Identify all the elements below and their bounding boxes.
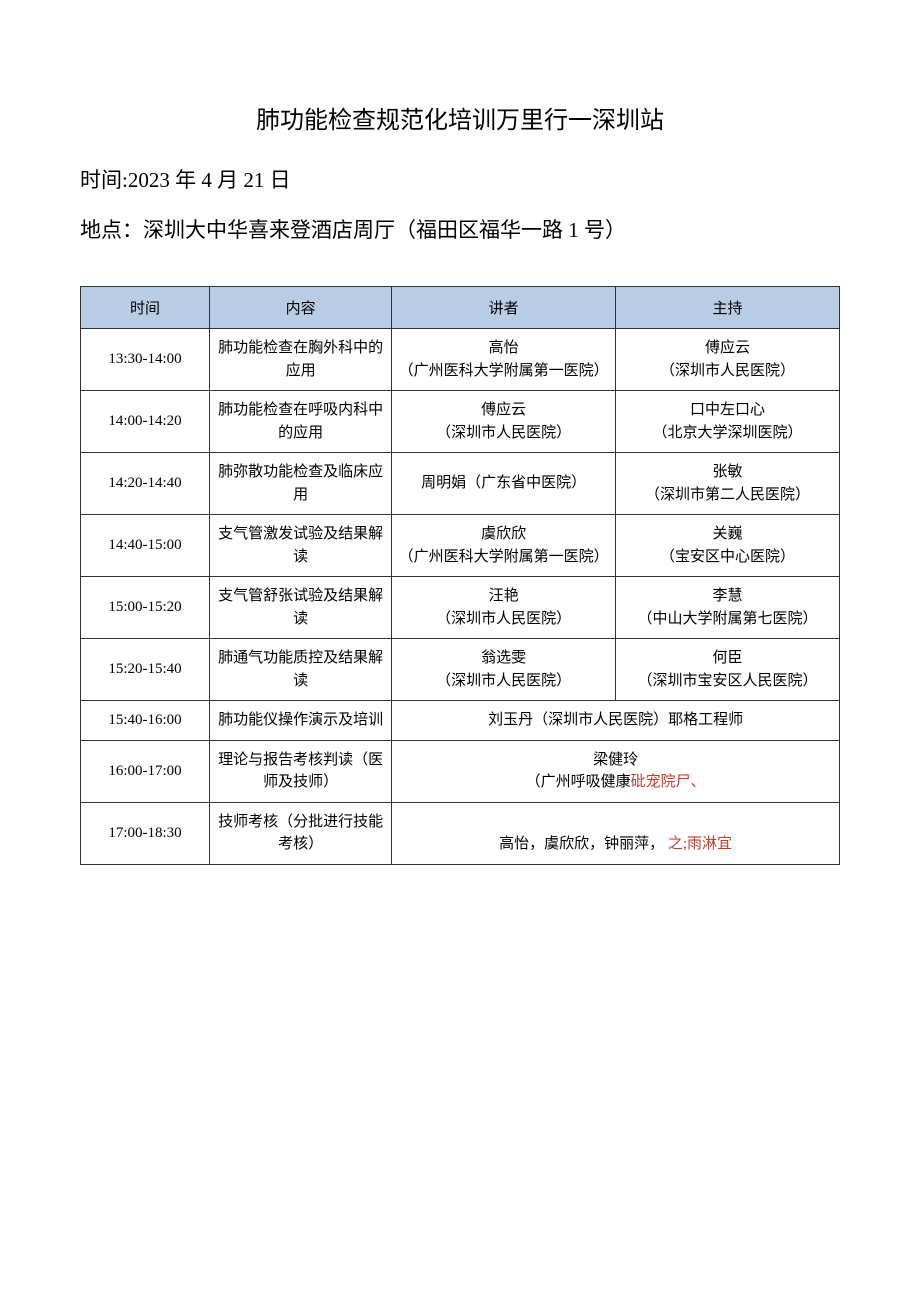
cell-host: 傅应云（深圳市人民医院） [616,329,840,391]
table-row: 15:00-15:20 支气管舒张试验及结果解读 汪艳（深圳市人民医院） 李慧（… [81,577,840,639]
cell-host: 口中左口心（北京大学深圳医院） [616,391,840,453]
cell-time: 14:00-14:20 [81,391,210,453]
table-row: 14:40-15:00 支气管激发试验及结果解读 虞欣欣（广州医科大学附属第一医… [81,515,840,577]
cell-speaker: 傅应云（深圳市人民医院） [392,391,616,453]
table-header-row: 时间 内容 讲者 主持 [81,287,840,329]
cell-time: 15:20-15:40 [81,639,210,701]
cell-time: 15:00-15:20 [81,577,210,639]
cell-merged: 刘玉丹（深圳市人民医院）耶格工程师 [392,701,840,741]
cell-speaker: 汪艳（深圳市人民医院） [392,577,616,639]
cell-time: 16:00-17:00 [81,740,210,802]
cell-host: 张敏（深圳市第二人民医院） [616,453,840,515]
table-row: 15:20-15:40 肺通气功能质控及结果解读 翁选雯（深圳市人民医院） 何臣… [81,639,840,701]
cell-time: 14:20-14:40 [81,453,210,515]
cell-content: 支气管激发试验及结果解读 [210,515,392,577]
schedule-table: 时间 内容 讲者 主持 13:30-14:00 肺功能检查在胸外科中的应用 高怡… [80,286,840,865]
cell-host: 何臣（深圳市宝安区人民医院） [616,639,840,701]
table-row: 17:00-18:30 技师考核（分批进行技能考核） 高怡，虞欣欣，钟丽萍， 之… [81,802,840,864]
cell-host: 关巍（宝安区中心医院） [616,515,840,577]
header-host: 主持 [616,287,840,329]
cell-speaker: 虞欣欣（广州医科大学附属第一医院） [392,515,616,577]
cell-content: 肺功能检查在呼吸内科中的应用 [210,391,392,453]
cell-content: 理论与报告考核判读（医师及技师） [210,740,392,802]
cell-content: 肺通气功能质控及结果解读 [210,639,392,701]
date-label: 时间: [80,168,128,192]
table-row: 16:00-17:00 理论与报告考核判读（医师及技师） 梁健玲（广州呼吸健康砒… [81,740,840,802]
table-row: 15:40-16:00 肺功能仪操作演示及培训 刘玉丹（深圳市人民医院）耶格工程… [81,701,840,741]
cell-merged: 高怡，虞欣欣，钟丽萍， 之;雨淋宜 [392,802,840,864]
merged-red: 砒宠院尸、 [631,774,706,790]
cell-content: 支气管舒张试验及结果解读 [210,577,392,639]
cell-content: 肺功能检查在胸外科中的应用 [210,329,392,391]
cell-time: 14:40-15:00 [81,515,210,577]
cell-speaker: 高怡（广州医科大学附属第一医院） [392,329,616,391]
cell-time: 17:00-18:30 [81,802,210,864]
cell-host: 李慧（中山大学附属第七医院） [616,577,840,639]
cell-merged: 梁健玲（广州呼吸健康砒宠院尸、 [392,740,840,802]
location-label: 地点： [80,218,143,242]
cell-content: 技师考核（分批进行技能考核） [210,802,392,864]
merged-red: 之;雨淋宜 [668,836,732,852]
header-speaker: 讲者 [392,287,616,329]
merged-plain: 高怡，虞欣欣，钟丽萍， [499,836,668,852]
cell-time: 15:40-16:00 [81,701,210,741]
date-value: 2023 年 4 月 21 日 [128,168,291,192]
location-value: 深圳大中华喜来登酒店周厅（福田区福华一路 1 号） [143,218,626,242]
table-row: 14:00-14:20 肺功能检查在呼吸内科中的应用 傅应云（深圳市人民医院） … [81,391,840,453]
date-line: 时间:2023 年 4 月 21 日 [80,165,840,197]
page-title: 肺功能检查规范化培训万里行一深圳站 [80,100,840,135]
cell-speaker: 周明娟（广东省中医院） [392,453,616,515]
merged-plain: 梁健玲（广州呼吸健康 [526,752,639,791]
cell-content: 肺弥散功能检查及临床应用 [210,453,392,515]
location-line: 地点：深圳大中华喜来登酒店周厅（福田区福华一路 1 号） [80,215,840,247]
cell-content: 肺功能仪操作演示及培训 [210,701,392,741]
table-row: 13:30-14:00 肺功能检查在胸外科中的应用 高怡（广州医科大学附属第一医… [81,329,840,391]
header-time: 时间 [81,287,210,329]
cell-time: 13:30-14:00 [81,329,210,391]
header-content: 内容 [210,287,392,329]
table-row: 14:20-14:40 肺弥散功能检查及临床应用 周明娟（广东省中医院） 张敏（… [81,453,840,515]
cell-speaker: 翁选雯（深圳市人民医院） [392,639,616,701]
